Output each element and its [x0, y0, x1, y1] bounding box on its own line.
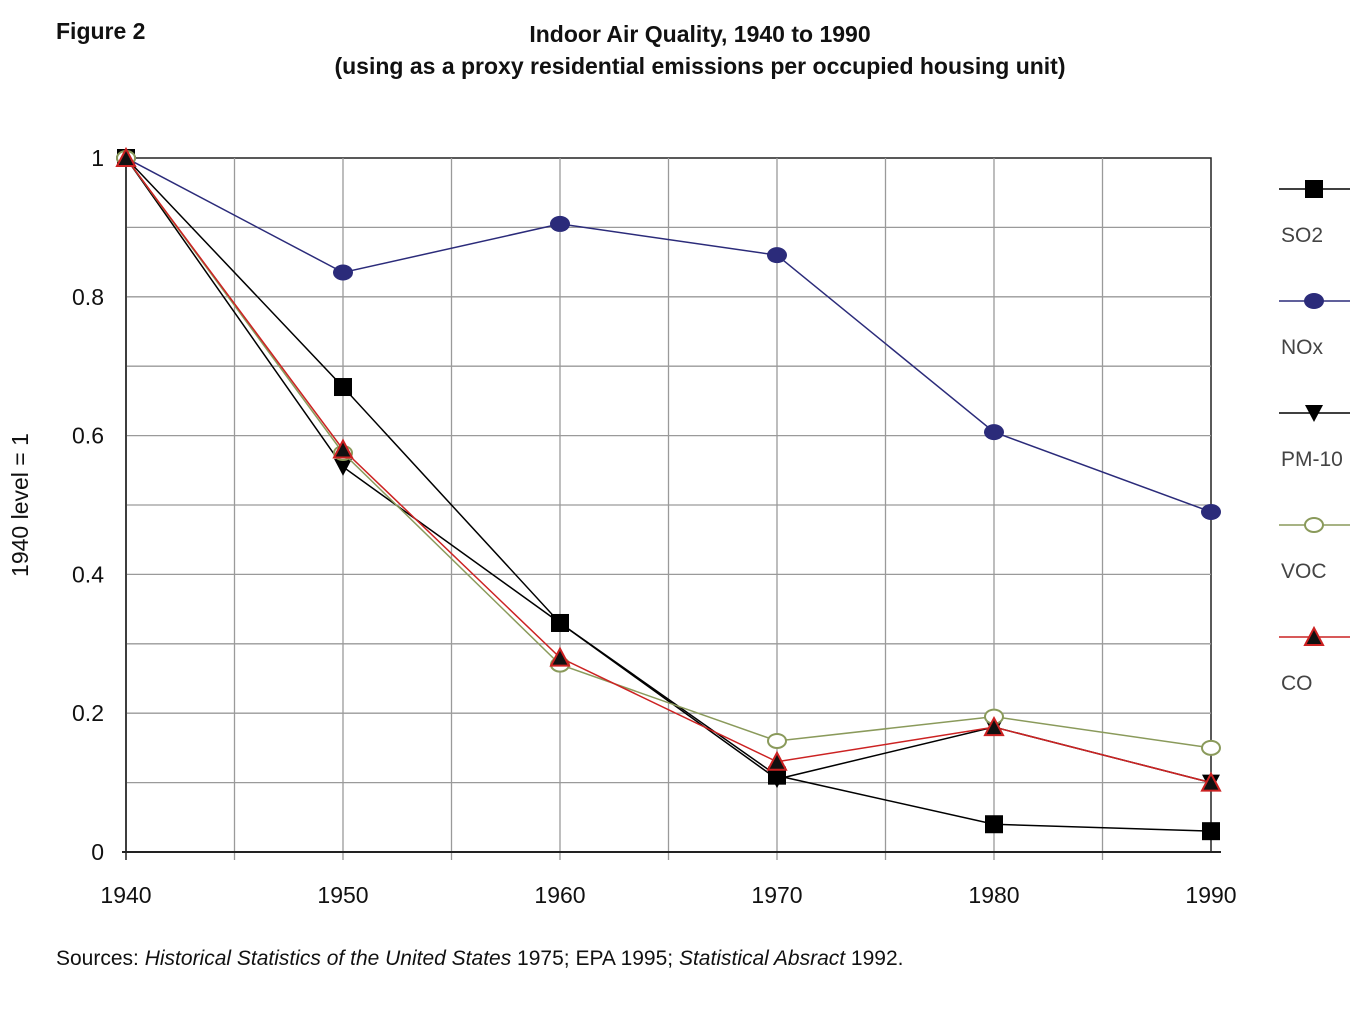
x-tick-label: 1960	[534, 882, 585, 908]
data-point-pm-10	[551, 614, 569, 632]
data-point-voc	[767, 732, 787, 749]
chart-title-block: Indoor Air Quality, 1940 to 1990 (using …	[200, 18, 1200, 82]
data-point-co	[115, 146, 137, 167]
legend-label-so2: SO2	[1281, 224, 1323, 247]
legend-label-co: CO	[1281, 672, 1313, 695]
y-tick-label: 0.8	[72, 284, 104, 310]
sources-ref1-year: 1975; EPA 1995;	[511, 947, 679, 970]
x-tick-label: 1980	[968, 882, 1019, 908]
data-point-co	[983, 715, 1005, 737]
series-line-so2	[125, 157, 1212, 832]
y-tick-label: 0.6	[72, 423, 104, 449]
x-tick-label: 1940	[100, 882, 151, 908]
gridlines	[126, 158, 1211, 860]
figure-label: Figure 2	[56, 18, 146, 44]
data-point-nox	[333, 264, 353, 281]
y-tick-label: 0.4	[72, 561, 104, 587]
data-point-so2	[985, 815, 1003, 834]
chart-title: Indoor Air Quality, 1940 to 1990	[529, 21, 871, 47]
legend-label-pm-10: PM-10	[1281, 448, 1343, 471]
x-tick-label: 1990	[1185, 882, 1236, 908]
data-point-co	[766, 750, 788, 771]
sources-prefix: Sources:	[56, 947, 145, 970]
legend-marker-co	[1303, 625, 1325, 646]
data-point-nox	[767, 247, 787, 264]
data-point-nox	[984, 424, 1004, 441]
legend-label-nox: NOx	[1281, 336, 1324, 359]
sources-note: Sources: Historical Statistics of the Un…	[56, 947, 903, 971]
data-point-pm-10	[768, 771, 786, 789]
legend-label-voc: VOC	[1281, 560, 1327, 583]
x-tick-label: 1950	[317, 882, 368, 908]
x-tick-label: 1970	[751, 882, 802, 908]
data-point-co	[549, 646, 571, 667]
data-point-nox	[1201, 503, 1221, 520]
series-line-voc	[125, 157, 1212, 749]
series-co	[115, 146, 1222, 792]
legend-marker-nox	[1304, 293, 1324, 309]
data-point-so2	[334, 378, 352, 397]
data-point-co	[1200, 771, 1222, 792]
legend-marker-pm-10	[1305, 405, 1323, 422]
y-tick-label: 0.2	[72, 700, 104, 726]
sources-ref2: Statistical Absract	[678, 947, 846, 970]
sources-ref2-year: 1992.	[845, 947, 904, 970]
data-point-co	[332, 438, 354, 459]
y-tick-label: 0	[91, 839, 104, 865]
y-tick-label: 1	[91, 145, 104, 171]
y-axis-label: 1940 level = 1	[7, 433, 33, 577]
legend-marker-so2	[1305, 180, 1323, 198]
data-point-pm-10	[334, 458, 352, 476]
legend: SO2 NOx PM-10 VOC CO	[1279, 180, 1350, 695]
data-point-so2	[1202, 822, 1220, 841]
chart-subtitle: (using as a proxy residential emissions …	[334, 53, 1066, 79]
series-line-co	[125, 157, 1212, 784]
data-point-voc	[1201, 739, 1221, 756]
sources-ref1: Historical Statistics of the United Stat…	[144, 947, 512, 970]
series-line-nox	[125, 157, 1212, 513]
legend-marker-voc	[1304, 517, 1324, 533]
data-point-nox	[550, 215, 570, 232]
